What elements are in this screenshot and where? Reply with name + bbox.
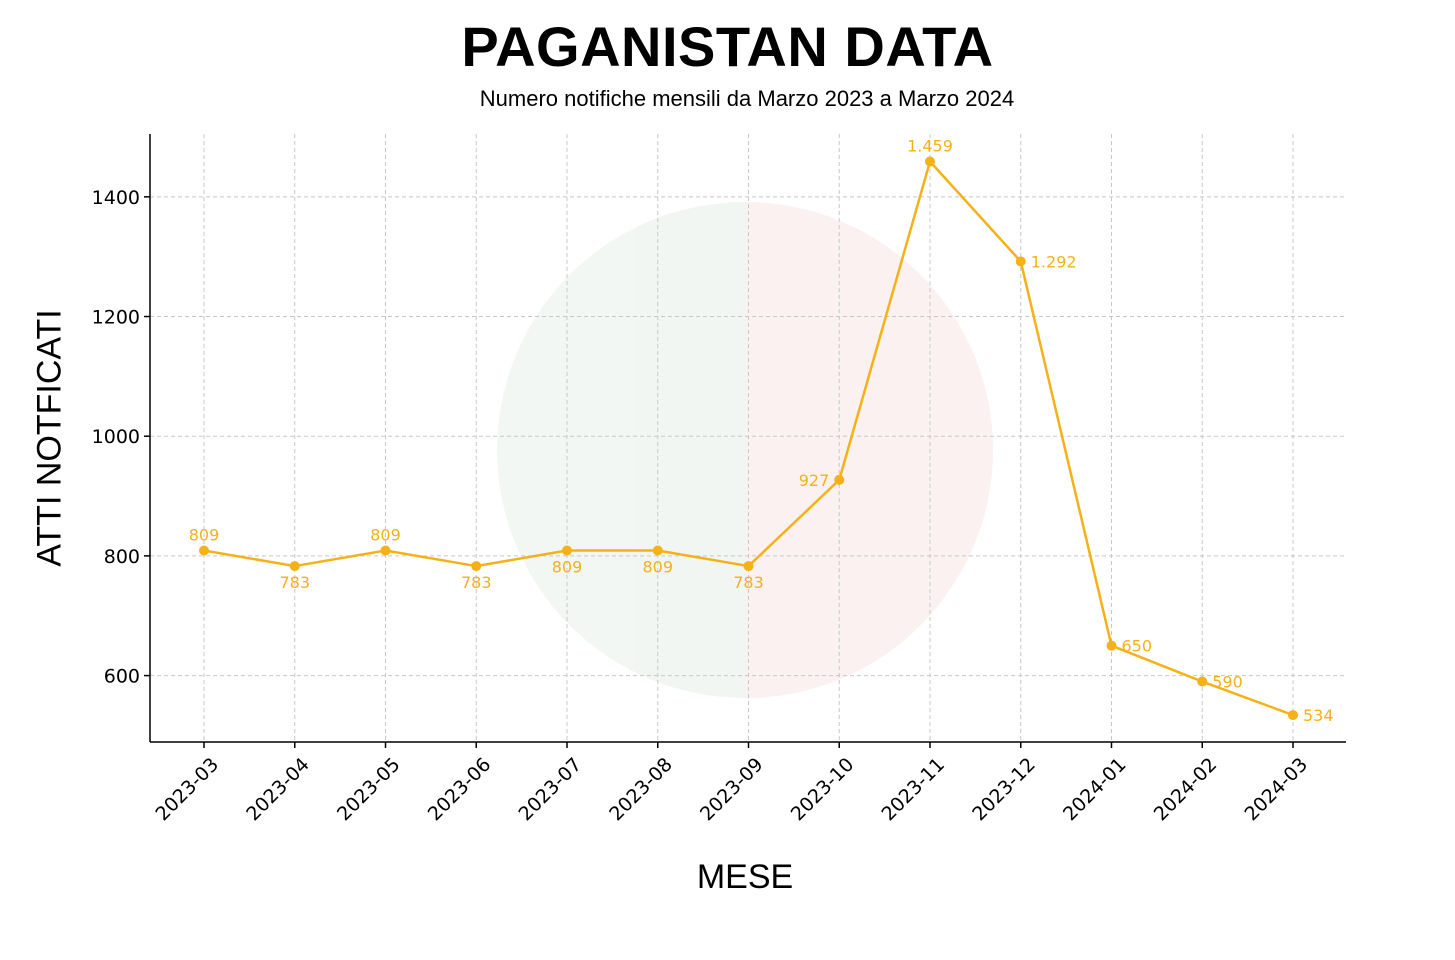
- x-tick-label: 2023-05: [333, 754, 405, 826]
- data-label: 783: [461, 573, 492, 592]
- y-tick-label: 600: [104, 666, 140, 688]
- data-point: [834, 474, 845, 485]
- data-point: [289, 561, 300, 572]
- chart-subtitle: Numero notifiche mensili da Marzo 2023 a…: [479, 86, 1015, 111]
- data-label: 809: [189, 526, 220, 545]
- data-label: 809: [642, 558, 673, 577]
- grid-lines: [150, 134, 1346, 742]
- data-label: 534: [1303, 706, 1334, 725]
- data-point: [1288, 710, 1298, 721]
- x-tick-label: 2023-06: [424, 754, 496, 826]
- data-label: 927: [799, 471, 830, 490]
- data-label: 809: [370, 526, 401, 545]
- data-point: [471, 561, 482, 572]
- data-point: [925, 156, 935, 167]
- y-tick-label: 1200: [92, 307, 140, 329]
- x-tick-label: 2023-12: [968, 754, 1040, 826]
- y-tick-label: 800: [104, 546, 140, 568]
- data-point: [743, 561, 754, 572]
- data-label: 650: [1122, 637, 1153, 656]
- data-label: 1.292: [1031, 252, 1077, 271]
- x-tick-label: 2024-03: [1240, 754, 1312, 826]
- chart-title: PAGANISTAN DATA: [461, 15, 994, 78]
- x-axis-label: MESE: [696, 858, 794, 896]
- data-label: 783: [733, 573, 764, 592]
- x-tick-label: 2023-03: [151, 754, 223, 826]
- data-point: [652, 545, 663, 556]
- data-point: [1106, 640, 1117, 651]
- y-ticks: 600 800 1000 1200 1400: [92, 187, 150, 688]
- x-ticks: 2023-03 2023-04 2023-05 2023-06 2023-07 2023-…: [151, 742, 1312, 825]
- data-label: 783: [279, 573, 310, 592]
- x-tick-label: 2023-09: [696, 754, 768, 826]
- data-point: [1197, 676, 1208, 687]
- x-tick-label: 2024-01: [1059, 754, 1131, 826]
- data-point: [199, 545, 209, 556]
- data-label: 1.459: [907, 137, 953, 156]
- watermark-logo: [497, 202, 993, 698]
- x-tick-label: 2023-08: [605, 754, 677, 826]
- data-point: [1015, 256, 1026, 267]
- data-labels: 809 783 809 783 809 809 783 927 1.459 1.292 650 590…: [189, 137, 1334, 726]
- y-tick-label: 1000: [92, 426, 140, 448]
- x-tick-label: 2023-07: [514, 754, 586, 826]
- x-tick-label: 2024-02: [1150, 754, 1222, 826]
- x-tick-label: 2023-04: [242, 754, 314, 826]
- x-tick-label: 2023-11: [877, 754, 949, 826]
- data-label: 590: [1212, 673, 1243, 692]
- data-point: [380, 545, 391, 556]
- data-label: 809: [552, 558, 583, 577]
- x-tick-label: 2023-10: [787, 754, 859, 826]
- y-tick-label: 1400: [92, 187, 140, 209]
- data-point: [562, 545, 572, 556]
- series-line: [199, 156, 1298, 721]
